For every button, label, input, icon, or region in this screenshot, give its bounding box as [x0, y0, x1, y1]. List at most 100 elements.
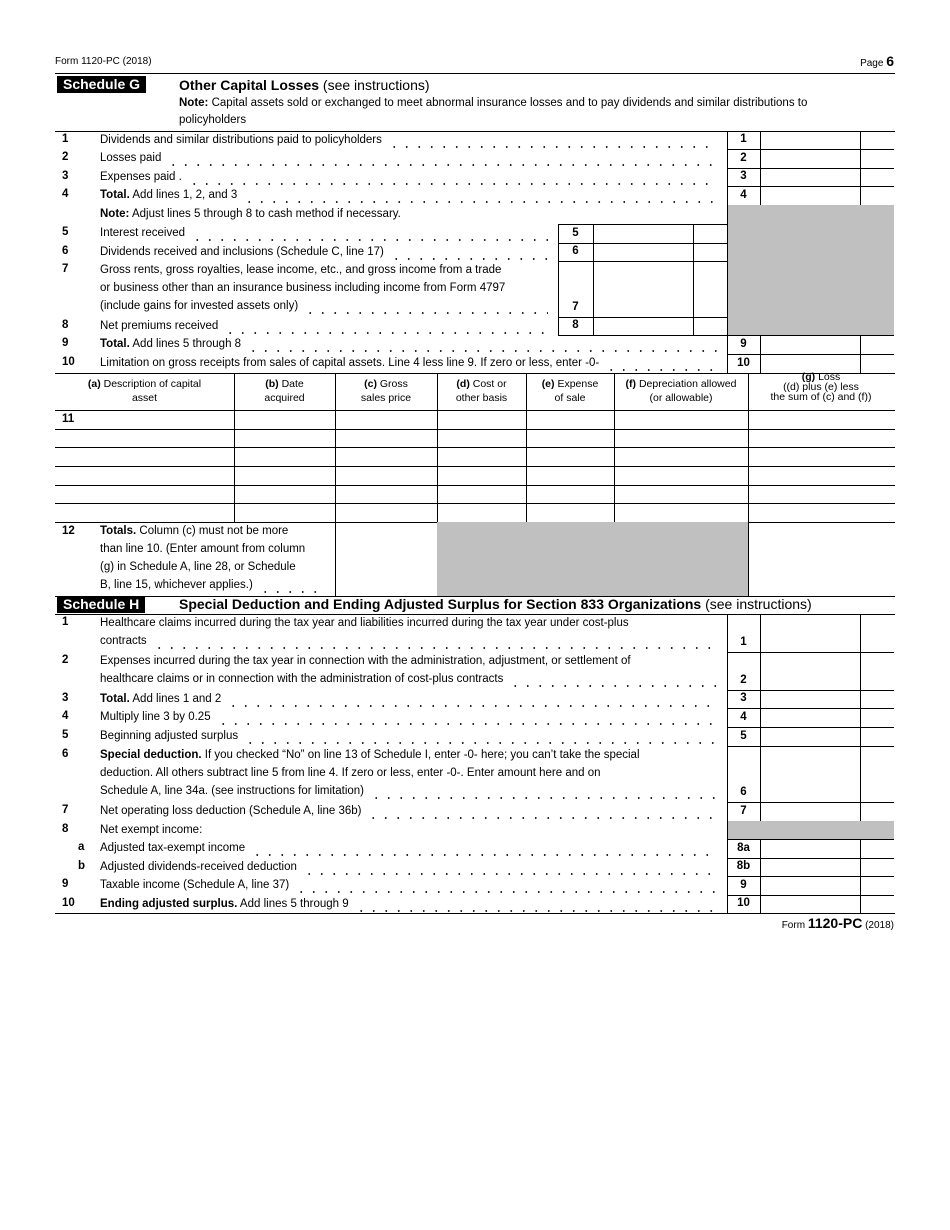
line-7-amount-field[interactable] — [594, 261, 693, 317]
line-1-amount-field[interactable] — [761, 614, 860, 652]
line-2-box-label: 2 — [740, 674, 747, 686]
table-cell-row6-col4[interactable] — [438, 504, 525, 521]
line-6-amount-field[interactable] — [594, 243, 693, 261]
table-cell-row5-col2[interactable] — [235, 486, 334, 502]
line-1-cents-field[interactable] — [861, 614, 894, 652]
table-cell-row6-col5[interactable] — [527, 504, 613, 521]
line-3-cents-field[interactable] — [861, 168, 894, 186]
line-10-cents-field[interactable] — [861, 354, 894, 373]
table-cell-row4-col4[interactable] — [438, 467, 525, 484]
table-cell-row4-col6[interactable] — [615, 467, 747, 484]
line-9-cents-field[interactable] — [861, 335, 894, 354]
table-cell-row4-col2[interactable] — [235, 467, 334, 484]
line-text-row: Expenses incurred during the tax year in… — [100, 652, 718, 670]
table-cell-row2-col1[interactable] — [56, 430, 233, 446]
line-8-number: 8 — [62, 319, 69, 331]
line-2-amount-field[interactable] — [761, 652, 860, 690]
table-cell-row2-col3[interactable] — [336, 430, 436, 446]
table-cell-row5-col6[interactable] — [615, 486, 747, 502]
leader-dots — [216, 716, 718, 726]
table-cell-row1-col6[interactable] — [615, 411, 747, 428]
table-cell-row2-col6[interactable] — [615, 430, 747, 446]
table-cell-row2-col7[interactable] — [749, 430, 893, 446]
line-5-amount-field[interactable] — [594, 224, 693, 243]
table-row-rule — [55, 447, 895, 448]
line-2-cents-field[interactable] — [861, 652, 894, 690]
line-4-amount-field[interactable] — [761, 708, 860, 727]
line-3-amount-field[interactable] — [761, 168, 860, 186]
line-description: Adjusted tax-exempt income — [100, 842, 246, 854]
column-header-text: of sale — [554, 392, 586, 404]
table-cell-row1-col4[interactable] — [438, 411, 525, 428]
line-8a-cents-field[interactable] — [861, 839, 894, 858]
table-cell-row4-col1[interactable] — [56, 467, 233, 484]
table-cell-row2-col5[interactable] — [527, 430, 613, 446]
line-8-cents-field[interactable] — [694, 317, 727, 335]
table-cell-row6-col7[interactable] — [749, 504, 893, 521]
line-7-box-label: 7 — [740, 805, 747, 817]
line-8b-amount-field[interactable] — [761, 858, 860, 876]
line-7-text: Net operating loss deduction (Schedule A… — [100, 802, 718, 820]
line-7-cents-field[interactable] — [694, 261, 727, 317]
line-12-loss-field[interactable] — [749, 523, 894, 595]
table-cell-row5-col5[interactable] — [527, 486, 613, 502]
line-1-cents-field[interactable] — [861, 131, 894, 149]
table-cell-row1-col5[interactable] — [527, 411, 613, 428]
table-cell-row6-col2[interactable] — [235, 504, 334, 521]
table-cell-row6-col6[interactable] — [615, 504, 747, 521]
table-cell-row1-col7[interactable] — [749, 411, 893, 428]
line-5-cents-field[interactable] — [861, 727, 894, 746]
table-cell-row3-col4[interactable] — [438, 448, 525, 465]
line-6-cents-field[interactable] — [694, 243, 727, 261]
line-3-amount-field[interactable] — [761, 690, 860, 708]
table-cell-row3-col5[interactable] — [527, 448, 613, 465]
table-cell-row5-col7[interactable] — [749, 486, 893, 502]
line-9-cents-field[interactable] — [861, 876, 894, 895]
line-3-cents-field[interactable] — [861, 690, 894, 708]
table-cell-row3-col2[interactable] — [235, 448, 334, 465]
row-rule — [727, 746, 894, 747]
line-8-amount-field[interactable] — [594, 317, 693, 335]
line-10-cents-field[interactable] — [861, 895, 894, 913]
table-cell-row6-col3[interactable] — [336, 504, 436, 521]
table-cell-row5-col1[interactable] — [56, 486, 233, 502]
table-cell-row3-col1[interactable] — [56, 448, 233, 465]
column-divider — [860, 335, 861, 373]
line-12-gross-sales-field[interactable] — [336, 523, 436, 595]
table-cell-row5-col4[interactable] — [438, 486, 525, 502]
line-10-amount-field[interactable] — [761, 895, 860, 913]
table-cell-row1-col2[interactable] — [235, 411, 334, 428]
line-4-cents-field[interactable] — [861, 708, 894, 727]
line-7-cents-field[interactable] — [861, 802, 894, 821]
line-11-description-field[interactable] — [80, 411, 233, 428]
line-2-amount-field[interactable] — [761, 149, 860, 168]
table-cell-row5-col3[interactable] — [336, 486, 436, 502]
line-6-cents-field[interactable] — [861, 746, 894, 802]
table-cell-row2-col4[interactable] — [438, 430, 525, 446]
table-cell-row6-col1[interactable] — [56, 504, 233, 521]
line-6-box-label: 6 — [572, 245, 579, 257]
table-cell-row1-col3[interactable] — [336, 411, 436, 428]
table-cell-row3-col6[interactable] — [615, 448, 747, 465]
line-5-amount-field[interactable] — [761, 727, 860, 746]
line-2-cents-field[interactable] — [861, 149, 894, 168]
line-4-amount-field[interactable] — [761, 186, 860, 205]
line-6-amount-field[interactable] — [761, 746, 860, 802]
line-1-amount-field[interactable] — [761, 131, 860, 149]
line-8a-amount-field[interactable] — [761, 839, 860, 858]
line-7-amount-field[interactable] — [761, 802, 860, 821]
line-b-number: b — [78, 860, 86, 872]
line-9-amount-field[interactable] — [761, 335, 860, 354]
line-4-cents-field[interactable] — [861, 186, 894, 205]
table-cell-row3-col3[interactable] — [336, 448, 436, 465]
line-8b-cents-field[interactable] — [861, 858, 894, 876]
table-cell-row3-col7[interactable] — [749, 448, 893, 465]
column-divider — [593, 224, 594, 335]
table-cell-row4-col5[interactable] — [527, 467, 613, 484]
column-header-line: (d) Cost or — [437, 377, 526, 391]
table-cell-row2-col2[interactable] — [235, 430, 334, 446]
line-5-cents-field[interactable] — [694, 224, 727, 243]
table-cell-row4-col3[interactable] — [336, 467, 436, 484]
line-9-amount-field[interactable] — [761, 876, 860, 895]
table-cell-row4-col7[interactable] — [749, 467, 893, 484]
